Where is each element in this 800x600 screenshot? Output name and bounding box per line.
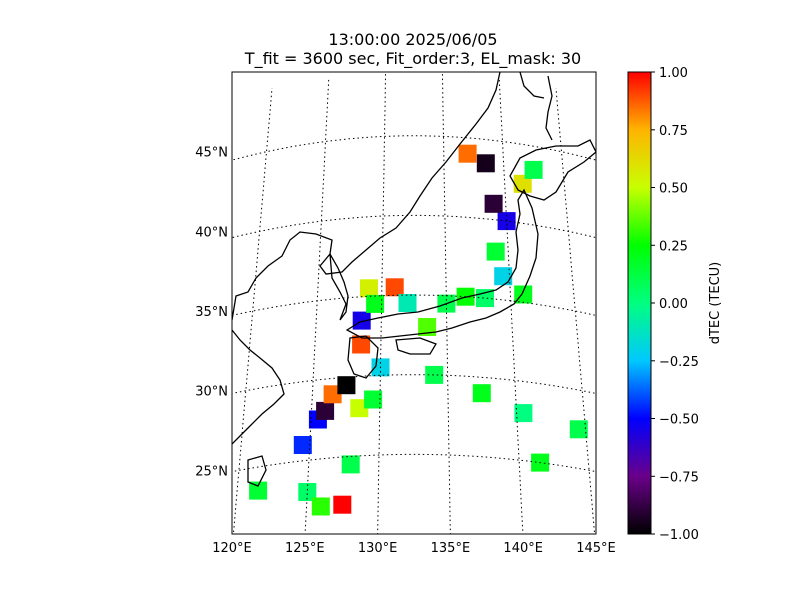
lat-tick-label: 30°N — [195, 385, 228, 400]
dtec-cell — [366, 294, 385, 313]
colorbar-tick-label: 0.25 — [659, 239, 688, 254]
colorbar-tick-label: 1.00 — [659, 66, 688, 81]
map-frame — [231, 71, 597, 535]
colorbar-tick-label: −0.50 — [659, 413, 699, 428]
dtec-cell — [425, 365, 444, 384]
chart-title-line2: T_fit = 3600 sec, Fit_order:3, EL_mask: … — [244, 49, 582, 68]
parallel-line — [232, 374, 596, 394]
latitude-tick-labels: 25°N 30°N 35°N 40°N 45°N — [195, 146, 228, 480]
meridian-line — [377, 72, 387, 534]
meridian-line — [498, 77, 524, 534]
dtec-cell — [333, 495, 352, 514]
meridian-line — [232, 87, 273, 534]
lon-tick-label: 130°E — [358, 541, 398, 556]
colorbar-tick-label: 0.75 — [659, 124, 688, 139]
dtec-cell — [486, 242, 505, 261]
dtec-cell — [316, 401, 335, 420]
coastline-honshu — [345, 188, 539, 339]
coastline-hokkaido — [509, 139, 596, 201]
chart-title-line1: 13:00:00 2025/06/05 — [328, 30, 498, 49]
dtec-cell — [569, 420, 588, 439]
coastline-asia — [232, 72, 501, 321]
lon-tick-label: 120°E — [212, 541, 252, 556]
meridian-line — [555, 87, 596, 534]
dtec-cell — [458, 144, 477, 163]
dtec-cell — [398, 294, 417, 312]
lon-tick-label: 125°E — [285, 541, 325, 556]
parallel-line — [232, 453, 596, 473]
dtec-cell — [418, 318, 437, 336]
dtec-cell — [514, 404, 533, 423]
longitude-tick-labels: 120°E 125°E 130°E 135°E 140°E 145°E — [212, 541, 616, 556]
coastline-shikoku — [395, 337, 437, 355]
dtec-cell — [350, 399, 369, 418]
dtec-cell — [484, 194, 503, 213]
lon-tick-label: 145°E — [576, 541, 616, 556]
dtec-cell — [472, 384, 491, 403]
coastline-kamchatka-shore — [519, 72, 545, 99]
coastline-kyushu — [347, 335, 379, 379]
colorbar-tick-label: −0.75 — [659, 470, 699, 485]
coastline-sakhalin — [545, 75, 553, 141]
lon-tick-label: 140°E — [503, 541, 543, 556]
dtec-cell — [337, 376, 356, 395]
dtec-cell — [385, 278, 404, 297]
dtec-cell — [293, 436, 312, 454]
dtec-cell — [352, 311, 371, 330]
colorbar — [627, 71, 652, 535]
dtec-cell — [249, 481, 268, 500]
coastline-china-east — [232, 329, 285, 445]
dtec-cell — [360, 279, 378, 298]
dtec-cells — [249, 144, 588, 516]
map-area — [232, 72, 596, 534]
dtec-cell — [364, 390, 383, 409]
dtec-cell — [341, 455, 360, 474]
meridian-line — [304, 77, 330, 534]
colorbar-tick-label: −0.25 — [659, 355, 699, 370]
dtec-cell — [323, 385, 342, 404]
coastline-taiwan — [247, 455, 267, 487]
colorbar-tick-label: 0.00 — [659, 297, 688, 312]
lat-tick-label: 35°N — [195, 305, 228, 320]
lat-tick-label: 45°N — [195, 146, 228, 161]
parallel-line — [232, 294, 596, 316]
lat-tick-label: 25°N — [195, 464, 228, 479]
colorbar-label: dTEC (TECU) — [708, 262, 723, 345]
colorbar-tick-label: 0.50 — [659, 182, 688, 197]
dtec-cell — [494, 267, 513, 286]
lat-tick-label: 40°N — [195, 225, 228, 240]
dtec-cell — [352, 335, 371, 354]
dtec-cell — [311, 497, 330, 516]
colorbar-tick-label: −1.00 — [659, 528, 699, 543]
colorbar-ticks: −1.00 −0.75 −0.50 −0.25 0.00 0.25 0.50 0.75 1.00 — [651, 66, 699, 543]
dtec-cell — [524, 160, 543, 179]
coastlines — [232, 72, 596, 487]
coastline-korea — [329, 253, 349, 321]
dtec-cell — [513, 174, 532, 193]
dtec-cell — [298, 483, 317, 501]
lon-tick-label: 135°E — [431, 541, 471, 556]
dtec-cell — [476, 154, 495, 173]
